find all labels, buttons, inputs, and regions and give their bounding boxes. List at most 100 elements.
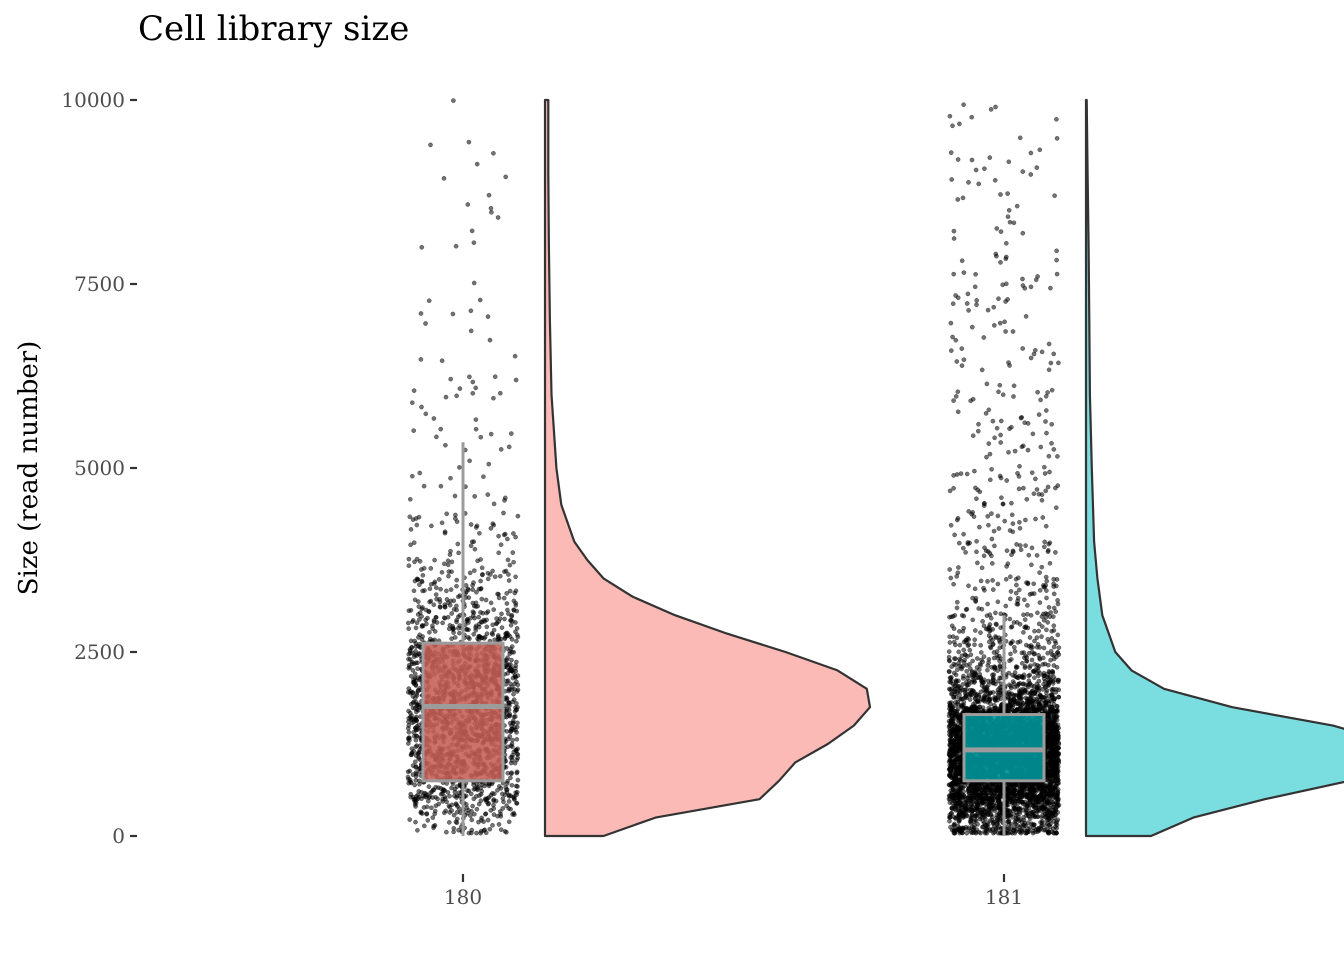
data-point bbox=[413, 760, 417, 764]
data-point bbox=[494, 622, 498, 626]
data-point bbox=[514, 589, 518, 593]
data-point bbox=[1037, 492, 1041, 496]
data-point bbox=[489, 808, 493, 812]
data-point bbox=[489, 432, 493, 436]
data-point bbox=[477, 615, 481, 619]
data-point bbox=[433, 638, 437, 642]
data-point bbox=[988, 478, 992, 482]
data-point bbox=[497, 596, 501, 600]
data-point bbox=[418, 611, 422, 615]
data-point bbox=[414, 778, 418, 782]
data-point bbox=[491, 396, 495, 400]
data-point bbox=[979, 579, 983, 583]
data-point bbox=[471, 804, 475, 808]
data-point bbox=[974, 168, 978, 172]
data-point bbox=[454, 584, 458, 588]
data-point bbox=[477, 531, 481, 535]
data-point bbox=[513, 354, 517, 358]
data-point bbox=[444, 830, 448, 834]
data-point bbox=[985, 668, 989, 672]
data-point bbox=[509, 623, 513, 627]
data-point bbox=[1026, 448, 1030, 452]
data-point bbox=[1011, 530, 1015, 534]
data-point bbox=[420, 245, 424, 249]
data-point bbox=[997, 526, 1001, 530]
data-point bbox=[470, 540, 474, 544]
data-point bbox=[469, 329, 473, 333]
data-point bbox=[422, 484, 426, 488]
data-point bbox=[467, 375, 471, 379]
data-point bbox=[1044, 628, 1048, 632]
data-point bbox=[510, 688, 514, 692]
data-point bbox=[454, 604, 458, 608]
data-point bbox=[468, 459, 472, 463]
data-point bbox=[1027, 553, 1031, 557]
data-point bbox=[985, 579, 989, 583]
data-point bbox=[434, 593, 438, 597]
data-point bbox=[499, 828, 503, 832]
data-point bbox=[995, 649, 999, 653]
data-point bbox=[453, 635, 457, 639]
data-point bbox=[408, 769, 412, 773]
data-point bbox=[971, 659, 975, 663]
data-point bbox=[424, 622, 428, 626]
data-point bbox=[1035, 166, 1039, 170]
data-point bbox=[474, 418, 478, 422]
data-point bbox=[419, 311, 423, 315]
data-point bbox=[472, 797, 476, 801]
data-point bbox=[411, 764, 415, 768]
data-point bbox=[449, 588, 453, 592]
data-point bbox=[474, 831, 478, 835]
data-point bbox=[449, 599, 453, 603]
data-point bbox=[1050, 629, 1054, 633]
data-point bbox=[966, 292, 970, 296]
data-point bbox=[501, 796, 505, 800]
data-point bbox=[505, 601, 509, 605]
data-point bbox=[420, 579, 424, 583]
data-point bbox=[507, 663, 511, 667]
data-point bbox=[952, 582, 956, 586]
data-point bbox=[474, 525, 478, 529]
data-point bbox=[1024, 544, 1028, 548]
data-point bbox=[477, 634, 481, 638]
data-point bbox=[418, 633, 422, 637]
data-point bbox=[465, 619, 469, 623]
data-point bbox=[445, 512, 449, 516]
data-point bbox=[1029, 285, 1033, 289]
data-point bbox=[1047, 470, 1051, 474]
data-point bbox=[1004, 577, 1008, 581]
data-point bbox=[1047, 342, 1051, 346]
data-point bbox=[975, 298, 979, 302]
data-point bbox=[979, 643, 983, 647]
data-point bbox=[969, 399, 973, 403]
data-point bbox=[446, 574, 450, 578]
data-point bbox=[479, 818, 483, 822]
data-point bbox=[1021, 486, 1025, 490]
data-point bbox=[412, 655, 416, 659]
data-point bbox=[448, 603, 452, 607]
data-point bbox=[458, 594, 462, 598]
data-point bbox=[1049, 658, 1053, 662]
data-point bbox=[427, 630, 431, 634]
data-point bbox=[1033, 477, 1037, 481]
y-tick-label: 0 bbox=[112, 824, 125, 848]
data-point bbox=[973, 628, 977, 632]
data-point bbox=[458, 613, 462, 617]
data-point bbox=[449, 377, 453, 381]
data-point bbox=[1044, 489, 1048, 493]
data-point bbox=[407, 557, 411, 561]
data-point bbox=[448, 810, 452, 814]
data-point bbox=[415, 828, 419, 832]
data-point bbox=[507, 445, 511, 449]
data-point bbox=[510, 783, 514, 787]
data-point bbox=[488, 827, 492, 831]
data-point bbox=[1054, 117, 1058, 121]
data-point bbox=[480, 572, 484, 576]
x-tick-label: 181 bbox=[985, 885, 1023, 909]
data-point bbox=[980, 566, 984, 570]
group-180 bbox=[406, 99, 870, 837]
data-point bbox=[497, 822, 501, 826]
data-point bbox=[982, 546, 986, 550]
data-point bbox=[508, 563, 512, 567]
